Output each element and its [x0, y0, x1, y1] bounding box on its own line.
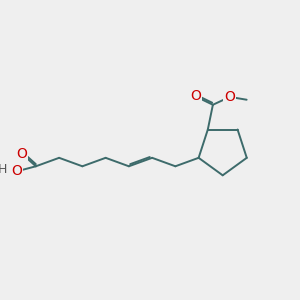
Text: O: O — [224, 90, 235, 104]
Text: H: H — [0, 164, 8, 176]
Text: O: O — [11, 164, 22, 178]
Text: O: O — [16, 147, 27, 160]
Text: O: O — [190, 89, 201, 103]
